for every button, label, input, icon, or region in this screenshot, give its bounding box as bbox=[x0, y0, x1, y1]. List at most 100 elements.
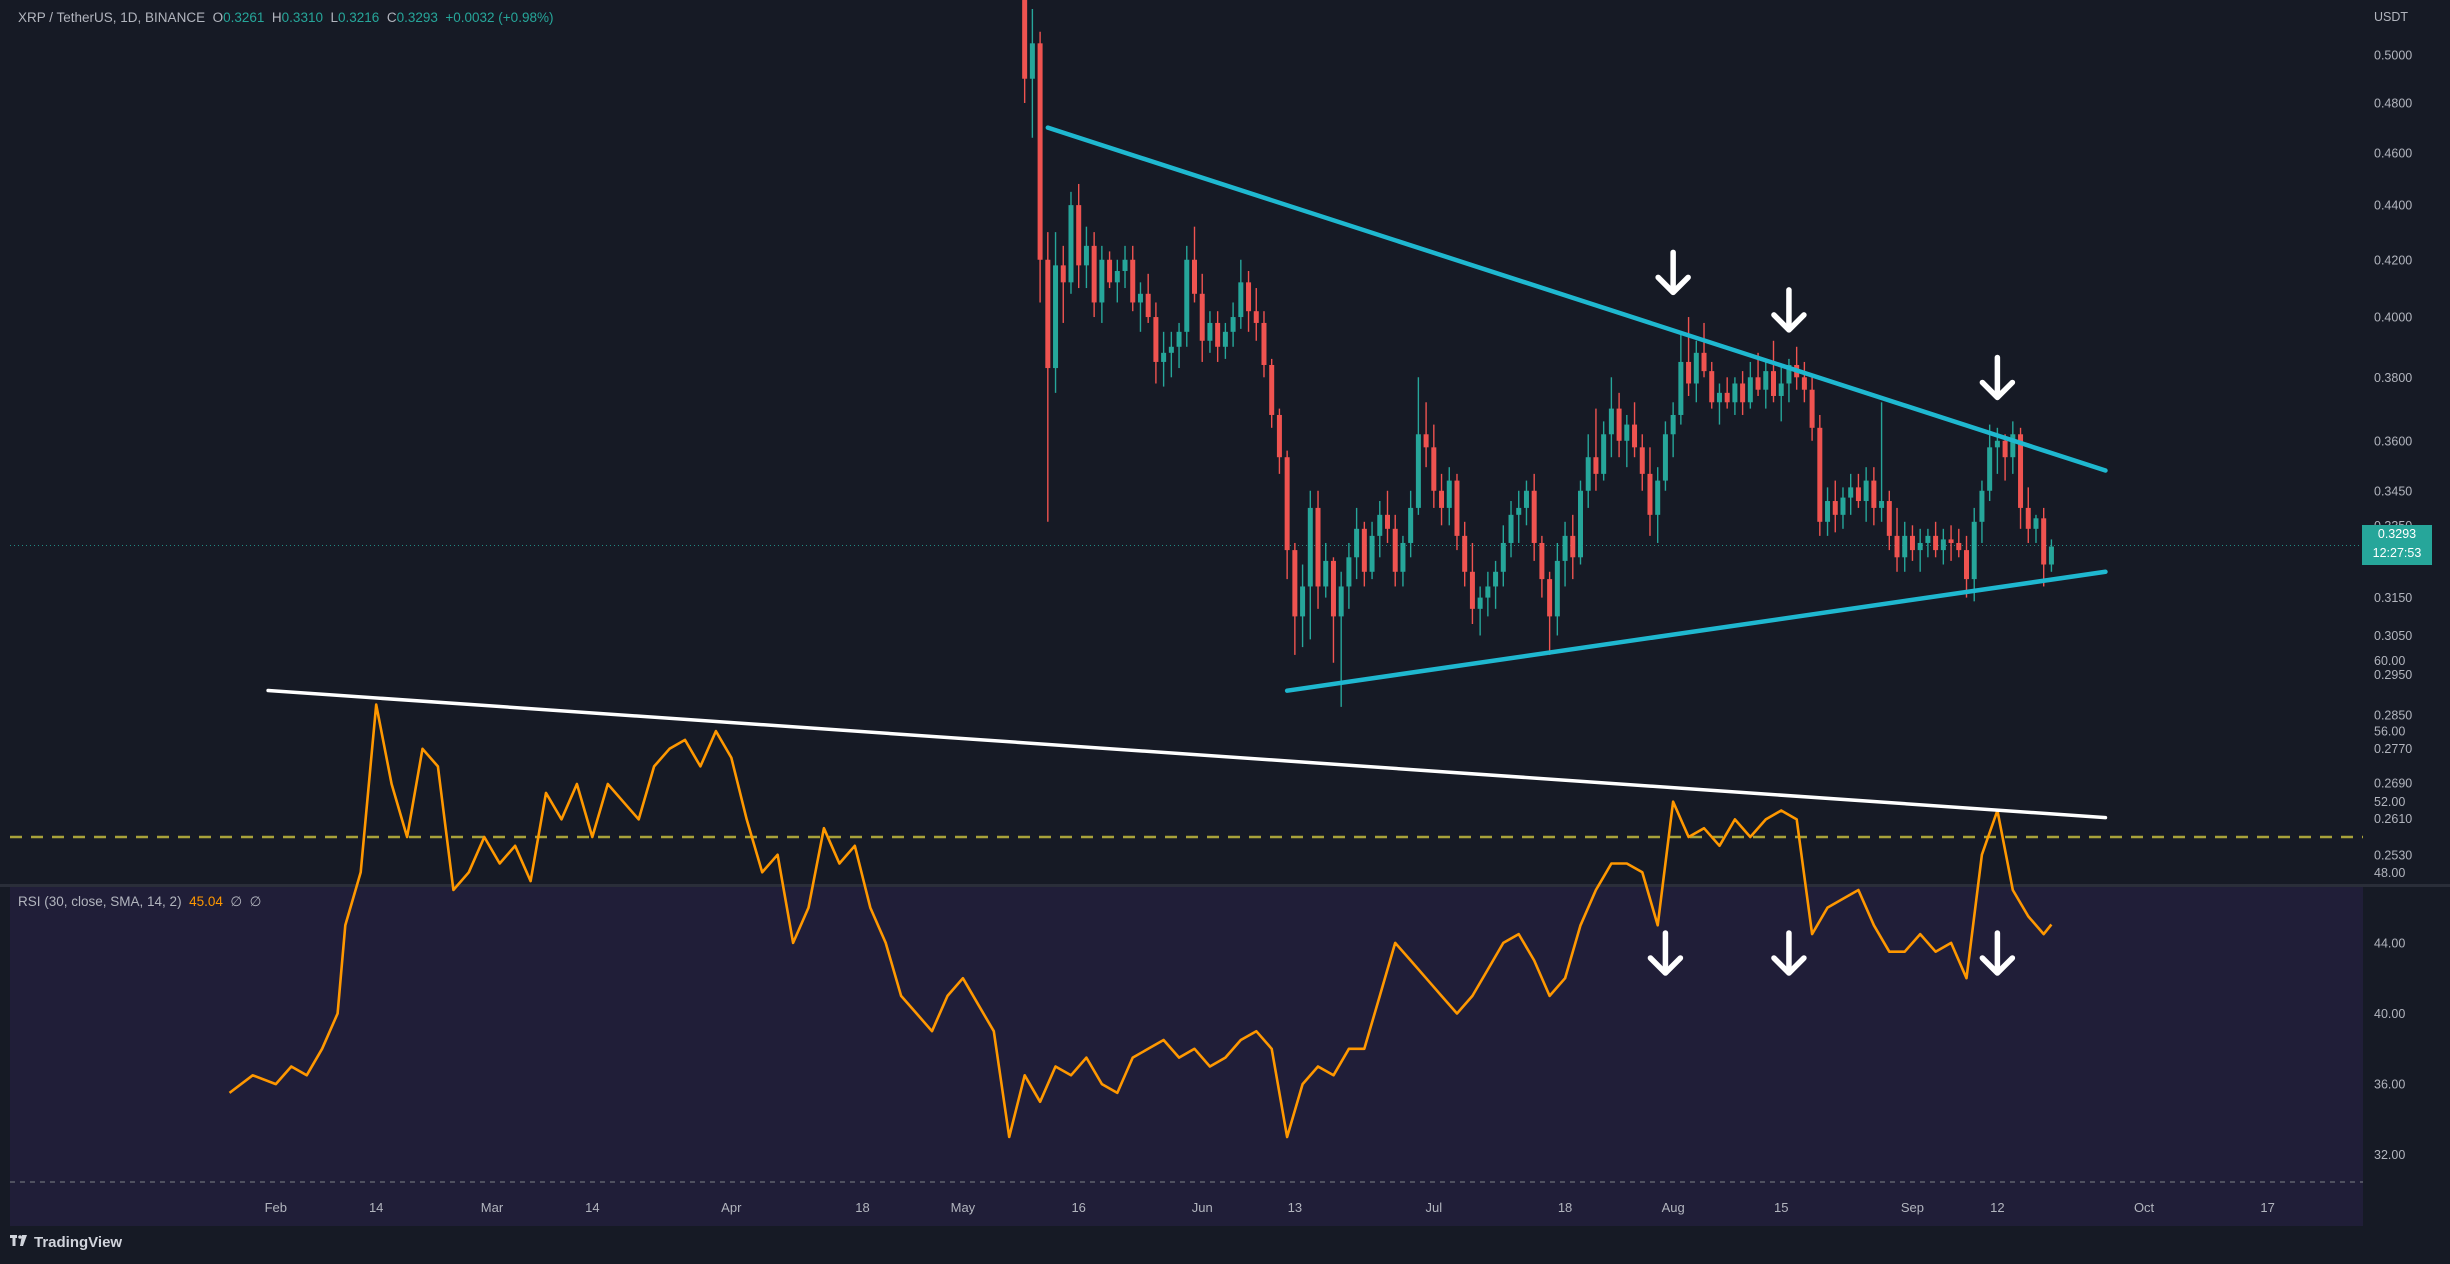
candle-up[interactable] bbox=[1222, 331, 1228, 347]
ascending-support-trendline[interactable] bbox=[1284, 569, 2108, 693]
candle-up[interactable] bbox=[1053, 265, 1059, 369]
candle-down[interactable] bbox=[1771, 371, 1776, 396]
time-axis[interactable]: Feb 14 Mar 14 Apr 18 May 16 Jun 13 Jul 18 Aug 15 Sep 12… bbox=[265, 1200, 2275, 1215]
candle-down[interactable] bbox=[1330, 560, 1336, 617]
candle-up[interactable] bbox=[1778, 383, 1784, 396]
candle-down[interactable] bbox=[1809, 389, 1815, 428]
candle-up[interactable] bbox=[1716, 392, 1722, 403]
candle-down[interactable] bbox=[1639, 447, 1645, 474]
candle-up[interactable] bbox=[1137, 293, 1143, 303]
candle-up[interactable] bbox=[1369, 535, 1375, 572]
candle-down[interactable] bbox=[1855, 487, 1861, 502]
candle-down[interactable] bbox=[1933, 535, 1939, 551]
candle-up[interactable] bbox=[2010, 434, 2016, 458]
candle-up[interactable] bbox=[1987, 447, 1993, 491]
candle-down[interactable] bbox=[1107, 259, 1113, 283]
tradingview-logo[interactable]: TradingView bbox=[10, 1234, 122, 1251]
candle-up[interactable] bbox=[1500, 542, 1506, 572]
candle-down[interactable] bbox=[1817, 427, 1823, 522]
candle-down[interactable] bbox=[1045, 259, 1051, 369]
candle-up[interactable] bbox=[1354, 528, 1360, 558]
candle-down[interactable] bbox=[1361, 528, 1367, 572]
candle-up[interactable] bbox=[1184, 259, 1190, 332]
candle-up[interactable] bbox=[2033, 518, 2039, 529]
candle-down[interactable] bbox=[1647, 473, 1653, 515]
candle-up[interactable] bbox=[1601, 434, 1607, 474]
trendlines-layer[interactable] bbox=[1045, 125, 2108, 693]
candle-up[interactable] bbox=[1940, 539, 1946, 551]
candle-down[interactable] bbox=[1192, 259, 1197, 294]
candle-down[interactable] bbox=[1701, 352, 1707, 372]
candle-down[interactable] bbox=[1439, 490, 1445, 508]
candle-down[interactable] bbox=[1632, 424, 1638, 448]
rsi-line[interactable] bbox=[228, 703, 2053, 1139]
candle-down[interactable] bbox=[1292, 550, 1298, 617]
candle-down[interactable] bbox=[1276, 414, 1282, 458]
candle-up[interactable] bbox=[1446, 480, 1452, 508]
candle-up[interactable] bbox=[1786, 364, 1792, 384]
candle-down[interactable] bbox=[1616, 408, 1622, 441]
candle-down[interactable] bbox=[1832, 501, 1838, 515]
candle-down[interactable] bbox=[1469, 571, 1475, 609]
candle-up[interactable] bbox=[1670, 414, 1676, 435]
rsi-legend[interactable]: RSI (30, close, SMA, 14, 2) 45.04 ∅ ∅ bbox=[18, 894, 261, 910]
symbol-legend[interactable]: XRP / TetherUS, 1D, BINANCE O0.3261 H0.3… bbox=[18, 10, 553, 25]
candle-up[interactable] bbox=[1377, 514, 1383, 536]
candle-down[interactable] bbox=[1315, 507, 1321, 587]
candle-down[interactable] bbox=[1909, 535, 1915, 551]
candle-down[interactable] bbox=[1724, 392, 1730, 403]
candle-up[interactable] bbox=[1747, 377, 1753, 403]
candle-down[interactable] bbox=[1215, 322, 1221, 347]
candle-up[interactable] bbox=[1346, 557, 1352, 587]
candle-up[interactable] bbox=[1415, 434, 1421, 508]
candle-up[interactable] bbox=[1029, 43, 1035, 79]
candle-up[interactable] bbox=[1608, 408, 1614, 435]
candle-up[interactable] bbox=[1176, 331, 1182, 347]
candle-up[interactable] bbox=[1825, 501, 1831, 522]
candle-up[interactable] bbox=[1114, 270, 1120, 283]
candle-up[interactable] bbox=[2048, 546, 2054, 565]
candle-up[interactable] bbox=[1925, 535, 1931, 543]
candle-down[interactable] bbox=[1284, 457, 1290, 551]
candle-up[interactable] bbox=[1408, 507, 1414, 543]
candle-down[interactable] bbox=[1423, 434, 1429, 448]
candle-down[interactable] bbox=[1956, 542, 1962, 551]
candle-down[interactable] bbox=[1145, 293, 1151, 318]
candle-up[interactable] bbox=[1994, 440, 2000, 448]
candle-down[interactable] bbox=[1246, 282, 1252, 312]
candle-down[interactable] bbox=[1037, 43, 1043, 260]
candle-up[interactable] bbox=[1578, 490, 1583, 558]
candle-up[interactable] bbox=[1400, 542, 1406, 572]
candle-down[interactable] bbox=[2002, 440, 2008, 458]
candle-up[interactable] bbox=[1485, 586, 1491, 598]
candle-down[interactable] bbox=[1199, 293, 1205, 341]
candle-down[interactable] bbox=[1531, 490, 1537, 543]
rsi-axis[interactable]: 60.00 56.00 52.00 48.00 44.00 40.00 36.00 32.00 bbox=[2374, 654, 2405, 1162]
candle-up[interactable] bbox=[1848, 487, 1854, 498]
candle-down[interactable] bbox=[1269, 364, 1275, 415]
candle-down[interactable] bbox=[1431, 447, 1437, 491]
candle-up[interactable] bbox=[1230, 317, 1236, 332]
candle-down[interactable] bbox=[1755, 377, 1761, 390]
candle-down[interactable] bbox=[1060, 265, 1066, 283]
candle-down[interactable] bbox=[1385, 514, 1390, 529]
candle-down[interactable] bbox=[1392, 528, 1398, 572]
candle-down[interactable] bbox=[1022, 0, 1028, 79]
candle-up[interactable] bbox=[1624, 424, 1630, 441]
candle-up[interactable] bbox=[1902, 535, 1908, 558]
candle-up[interactable] bbox=[1554, 560, 1560, 617]
candle-up[interactable] bbox=[1655, 480, 1661, 515]
candle-down[interactable] bbox=[1253, 311, 1259, 323]
candle-down[interactable] bbox=[2041, 518, 2047, 565]
candle-up[interactable] bbox=[1307, 507, 1313, 587]
candle-up[interactable] bbox=[1585, 457, 1591, 491]
candle-up[interactable] bbox=[1562, 535, 1568, 561]
candle-up[interactable] bbox=[1161, 352, 1167, 362]
candle-down[interactable] bbox=[1454, 480, 1460, 536]
candle-down[interactable] bbox=[1153, 317, 1159, 362]
candle-down[interactable] bbox=[1686, 361, 1692, 384]
candle-up[interactable] bbox=[1662, 434, 1668, 481]
candle-down[interactable] bbox=[1871, 480, 1877, 508]
candle-up[interactable] bbox=[1323, 560, 1329, 587]
